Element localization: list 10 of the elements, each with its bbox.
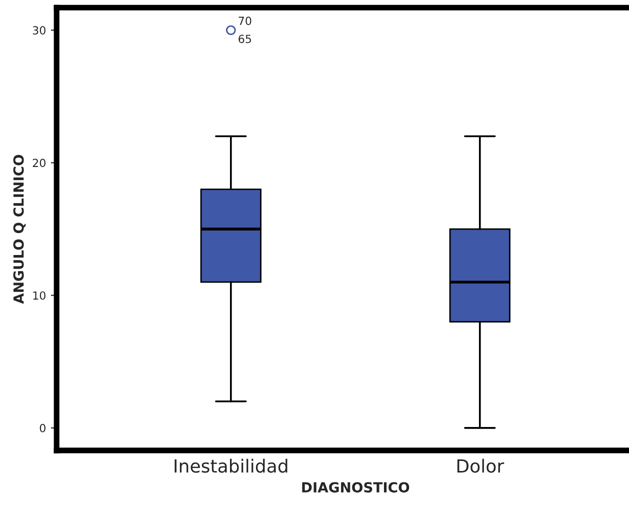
y-tick-label: 0 (40, 424, 46, 432)
annotation: 70 (238, 16, 252, 26)
y-axis-title: ANGULO Q CLINICO (13, 154, 26, 304)
x-tick-label: Dolor (457, 458, 504, 473)
y-tick-label: 10 (33, 291, 46, 300)
x-axis-title: DIAGNOSTICO (302, 482, 410, 493)
y-tick-label: 30 (32, 26, 46, 35)
y-tick-label: 20 (32, 158, 46, 168)
annotation: 65 (238, 34, 252, 44)
x-tick-label: Inestabilidad (174, 458, 288, 473)
